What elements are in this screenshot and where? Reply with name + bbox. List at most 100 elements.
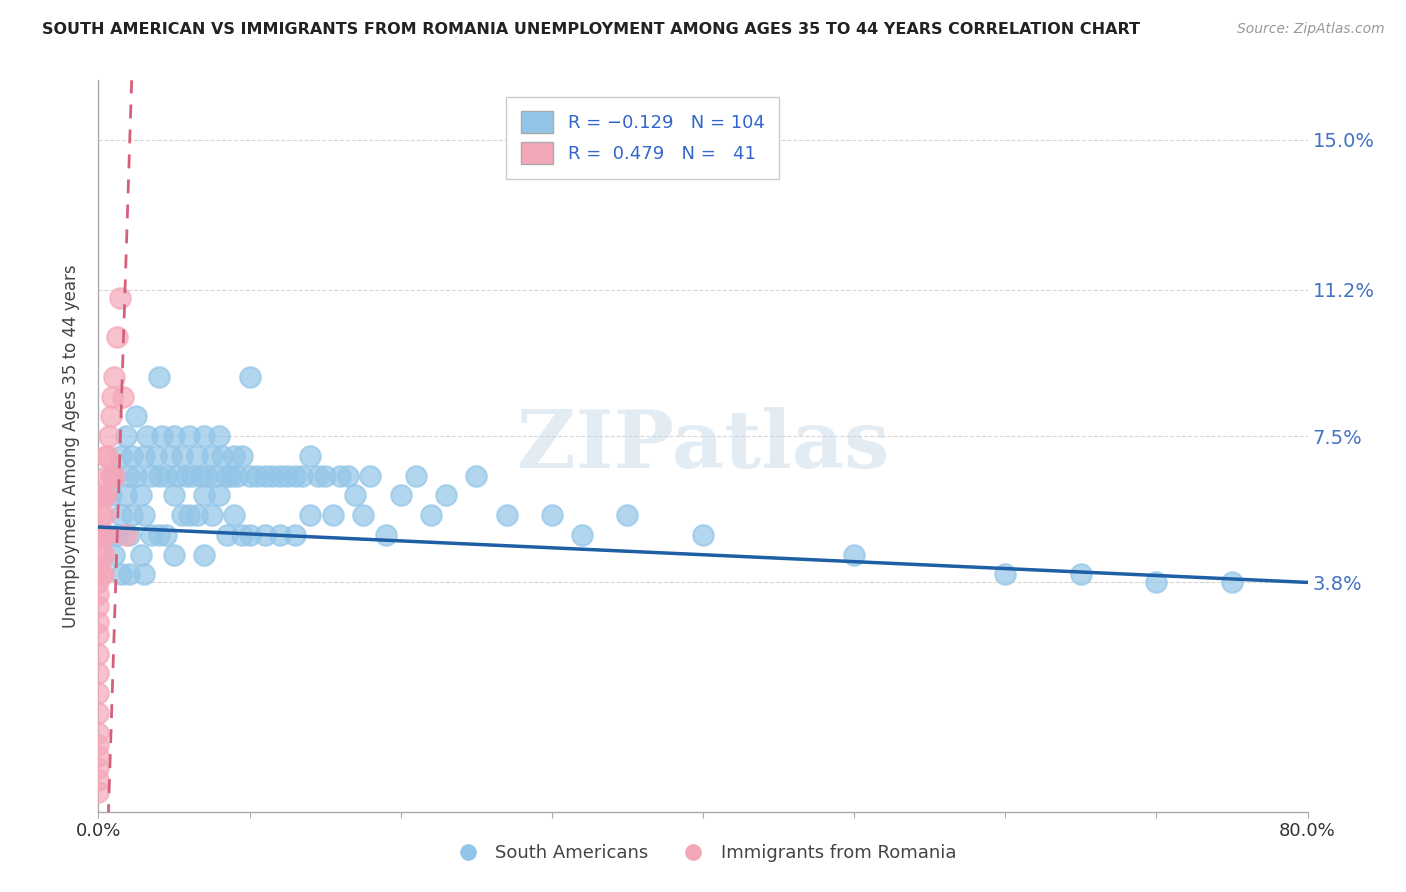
Point [150, 429, 173, 443]
Point [129, 548, 152, 562]
Point [174, 468, 197, 483]
Point [87, 706, 110, 720]
Point [420, 508, 443, 523]
Point [163, 429, 186, 443]
Point [148, 369, 170, 384]
Point [105, 528, 128, 542]
Point [195, 468, 218, 483]
Point [91, 567, 114, 582]
Point [87, 666, 110, 681]
Point [239, 369, 262, 384]
Point [170, 449, 193, 463]
Point [110, 508, 132, 523]
Point [96, 449, 118, 463]
Point [314, 468, 336, 483]
Point [91, 488, 114, 502]
Point [103, 468, 125, 483]
Point [253, 528, 276, 542]
Point [90, 488, 112, 502]
Point [90, 567, 112, 582]
Point [231, 449, 253, 463]
Point [1070, 567, 1092, 582]
Point [132, 508, 155, 523]
Point [434, 488, 457, 502]
Point [87, 587, 110, 601]
Legend: R = −0.129   N = 104, R =  0.479   N =   41: R = −0.129 N = 104, R = 0.479 N = 41 [506, 96, 779, 178]
Point [193, 548, 215, 562]
Point [253, 468, 276, 483]
Point [110, 567, 132, 582]
Point [90, 528, 112, 542]
Point [284, 468, 307, 483]
Text: SOUTH AMERICAN VS IMMIGRANTS FROM ROMANIA UNEMPLOYMENT AMONG AGES 35 TO 44 YEARS: SOUTH AMERICAN VS IMMIGRANTS FROM ROMANI… [42, 22, 1140, 37]
Point [231, 528, 253, 542]
Point [94, 449, 117, 463]
Point [201, 449, 224, 463]
Point [94, 488, 117, 502]
Point [87, 686, 110, 700]
Point [103, 548, 125, 562]
Point [262, 468, 284, 483]
Point [239, 528, 262, 542]
Point [224, 449, 246, 463]
Point [170, 508, 193, 523]
Point [405, 468, 427, 483]
Point [329, 468, 352, 483]
Point [692, 528, 714, 542]
Legend: South Americans, Immigrants from Romania: South Americans, Immigrants from Romania [443, 838, 963, 870]
Point [540, 508, 562, 523]
Point [269, 468, 291, 483]
Point [186, 449, 208, 463]
Point [155, 468, 177, 483]
Point [148, 468, 170, 483]
Point [215, 468, 238, 483]
Point [114, 429, 136, 443]
Point [125, 468, 148, 483]
Point [193, 429, 215, 443]
Point [100, 488, 122, 502]
Point [208, 429, 231, 443]
Point [87, 559, 110, 574]
Point [141, 528, 163, 542]
Text: Source: ZipAtlas.com: Source: ZipAtlas.com [1237, 22, 1385, 37]
Point [844, 548, 866, 562]
Point [360, 468, 382, 483]
Point [96, 468, 118, 483]
Point [87, 773, 110, 788]
Point [101, 390, 124, 404]
Point [374, 528, 396, 542]
Point [111, 390, 134, 404]
Point [193, 488, 215, 502]
Point [215, 528, 238, 542]
Point [291, 468, 314, 483]
Point [160, 449, 183, 463]
Point [322, 508, 344, 523]
Point [145, 449, 167, 463]
Point [87, 615, 110, 629]
Point [186, 508, 208, 523]
Point [221, 468, 243, 483]
Point [100, 409, 122, 424]
Point [114, 488, 136, 502]
Point [108, 291, 131, 305]
Point [190, 468, 212, 483]
Point [495, 508, 517, 523]
Point [90, 548, 112, 562]
Point [87, 599, 110, 614]
Point [141, 468, 163, 483]
Point [93, 508, 115, 523]
Point [299, 449, 322, 463]
Point [336, 468, 359, 483]
Point [87, 627, 110, 641]
Point [98, 429, 121, 443]
Point [135, 429, 157, 443]
Point [121, 449, 143, 463]
Point [208, 488, 231, 502]
Point [114, 528, 136, 542]
Point [163, 488, 186, 502]
Point [118, 528, 141, 542]
Point [571, 528, 593, 542]
Text: ZIPatlas: ZIPatlas [517, 407, 889, 485]
Point [163, 548, 186, 562]
Point [87, 749, 110, 764]
